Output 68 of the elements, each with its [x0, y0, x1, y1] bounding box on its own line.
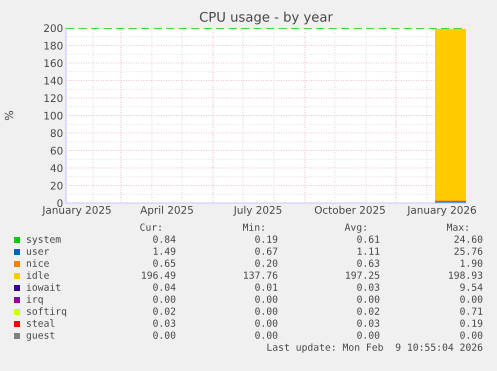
- y-tick-label: 140: [44, 76, 63, 85]
- text: Max:: [446, 224, 468, 231]
- legend-label: system: [27, 236, 61, 245]
- text: Last update: Mon Feb 9 10:55:04 2026: [267, 343, 482, 353]
- text: 0.84: [153, 235, 176, 243]
- text: 197.25: [346, 271, 380, 279]
- text: 0.00: [255, 307, 278, 315]
- text: 0.00: [255, 295, 278, 303]
- text: Min:: [242, 223, 264, 231]
- text: Avg:: [344, 224, 366, 233]
- x-tick-label: October 2025: [314, 206, 385, 214]
- x-tick-label: April 2025: [140, 206, 193, 216]
- text: 0.01: [255, 283, 278, 291]
- legend-label: steal: [27, 319, 54, 327]
- text: 0.20: [255, 259, 278, 267]
- text: 9.54: [460, 283, 483, 291]
- text: 0.02: [357, 307, 380, 315]
- x-tick-label: January 2025: [42, 206, 111, 216]
- text: 0.03: [357, 319, 380, 327]
- legend-label: softirq: [27, 307, 66, 317]
- text: 0.03: [357, 283, 380, 291]
- text: 1.90: [460, 259, 482, 267]
- y-tick-label: 160: [44, 59, 63, 68]
- text: 198.93: [449, 271, 482, 279]
- text: 0.00: [255, 331, 278, 339]
- text: 24.60: [454, 235, 482, 243]
- text: 0.00: [153, 331, 176, 339]
- text: 0.00: [357, 331, 380, 339]
- chart-title: CPU usage - by year: [200, 12, 333, 24]
- text: 0.02: [153, 307, 176, 315]
- text: 137.76: [244, 271, 278, 279]
- text: 0.00: [153, 295, 176, 303]
- y-tick-label: 200: [44, 24, 63, 32]
- legend-label: user: [26, 249, 50, 255]
- y-axis-title: %: [4, 110, 14, 120]
- y-tick-label: 20: [50, 182, 63, 190]
- text: 0.00: [255, 319, 278, 327]
- text: 0.03: [153, 319, 176, 327]
- y-tick-label: 120: [44, 94, 63, 102]
- text: 0.19: [460, 319, 482, 327]
- text: 0.65: [153, 259, 176, 267]
- x-tick-label: January 2026: [406, 206, 476, 216]
- legend-label: nice: [26, 259, 49, 267]
- text: 0.04: [153, 283, 176, 291]
- text: 25.76: [454, 247, 482, 255]
- text: 0.00: [460, 331, 482, 339]
- text: 0.00: [357, 295, 380, 303]
- text: 196.49: [142, 271, 176, 279]
- legend-label: irq: [26, 295, 43, 305]
- y-tick-label: 180: [44, 42, 63, 50]
- y-tick-label: 80: [50, 129, 63, 138]
- y-tick-label: 60: [50, 146, 63, 155]
- text: 0.19: [255, 235, 278, 243]
- text: 1.11: [358, 248, 380, 255]
- y-tick-label: 100: [44, 112, 63, 120]
- legend-label: iowait: [26, 283, 60, 291]
- text: Cur:: [140, 223, 161, 231]
- text: 1.49: [154, 247, 176, 255]
- x-tick-label: July 2025: [233, 206, 282, 216]
- y-tick-label: 0: [57, 199, 63, 208]
- legend-label: idle: [26, 271, 49, 279]
- legend-label: guest: [26, 332, 54, 341]
- text: 0.63: [357, 259, 380, 267]
- text: 0.00: [460, 295, 482, 303]
- text: 0.71: [460, 307, 482, 315]
- y-tick-label: 40: [50, 164, 63, 172]
- text: 0.67: [255, 247, 278, 255]
- text: 0.61: [357, 235, 380, 243]
